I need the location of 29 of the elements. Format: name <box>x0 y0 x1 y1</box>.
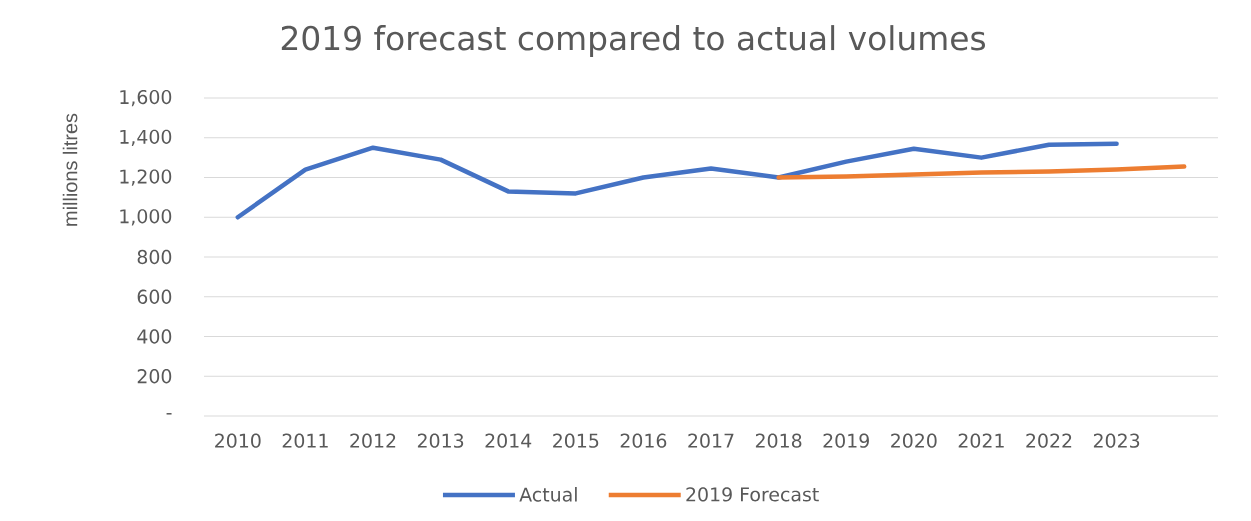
x-tick-label: 2010 <box>215 433 261 448</box>
x-tick-label: 2023 <box>1093 433 1140 448</box>
x-tick-label: 2017 <box>688 433 734 448</box>
y-tick-label: 800 <box>137 249 172 265</box>
y-tick-label: - <box>166 413 172 415</box>
y-tick-label: 1,000 <box>120 209 172 226</box>
x-tick-label: 2012 <box>350 433 396 448</box>
x-tick-label: 2013 <box>417 433 464 448</box>
y-tick-label: 1,400 <box>120 129 172 146</box>
line-series <box>235 141 1119 220</box>
y-axis-title: millions litres <box>62 113 78 226</box>
x-tick-label: 2014 <box>485 433 532 448</box>
x-tick-label: 2022 <box>1026 433 1072 448</box>
x-tick-label: 2021 <box>958 433 1004 448</box>
chart-title: 2019 forecast compared to actual volumes <box>281 25 985 57</box>
legend-label: Actual <box>519 487 577 502</box>
y-tick-label: 200 <box>137 369 172 384</box>
y-tick-label: 1,200 <box>120 169 172 186</box>
y-tick-label: 400 <box>137 329 172 344</box>
x-tick-label: 2018 <box>755 433 802 448</box>
x-tick-label: 2019 <box>823 433 869 448</box>
y-tick-label: 600 <box>137 289 172 304</box>
legend-label: 2019 Forecast <box>686 487 819 502</box>
line-series <box>776 164 1187 180</box>
x-tick-label: 2020 <box>891 433 937 448</box>
x-tick-label: 2011 <box>282 433 328 448</box>
x-tick-label: 2015 <box>553 433 599 448</box>
x-tick-label: 2016 <box>620 433 667 448</box>
y-tick-label: 1,600 <box>120 89 172 107</box>
